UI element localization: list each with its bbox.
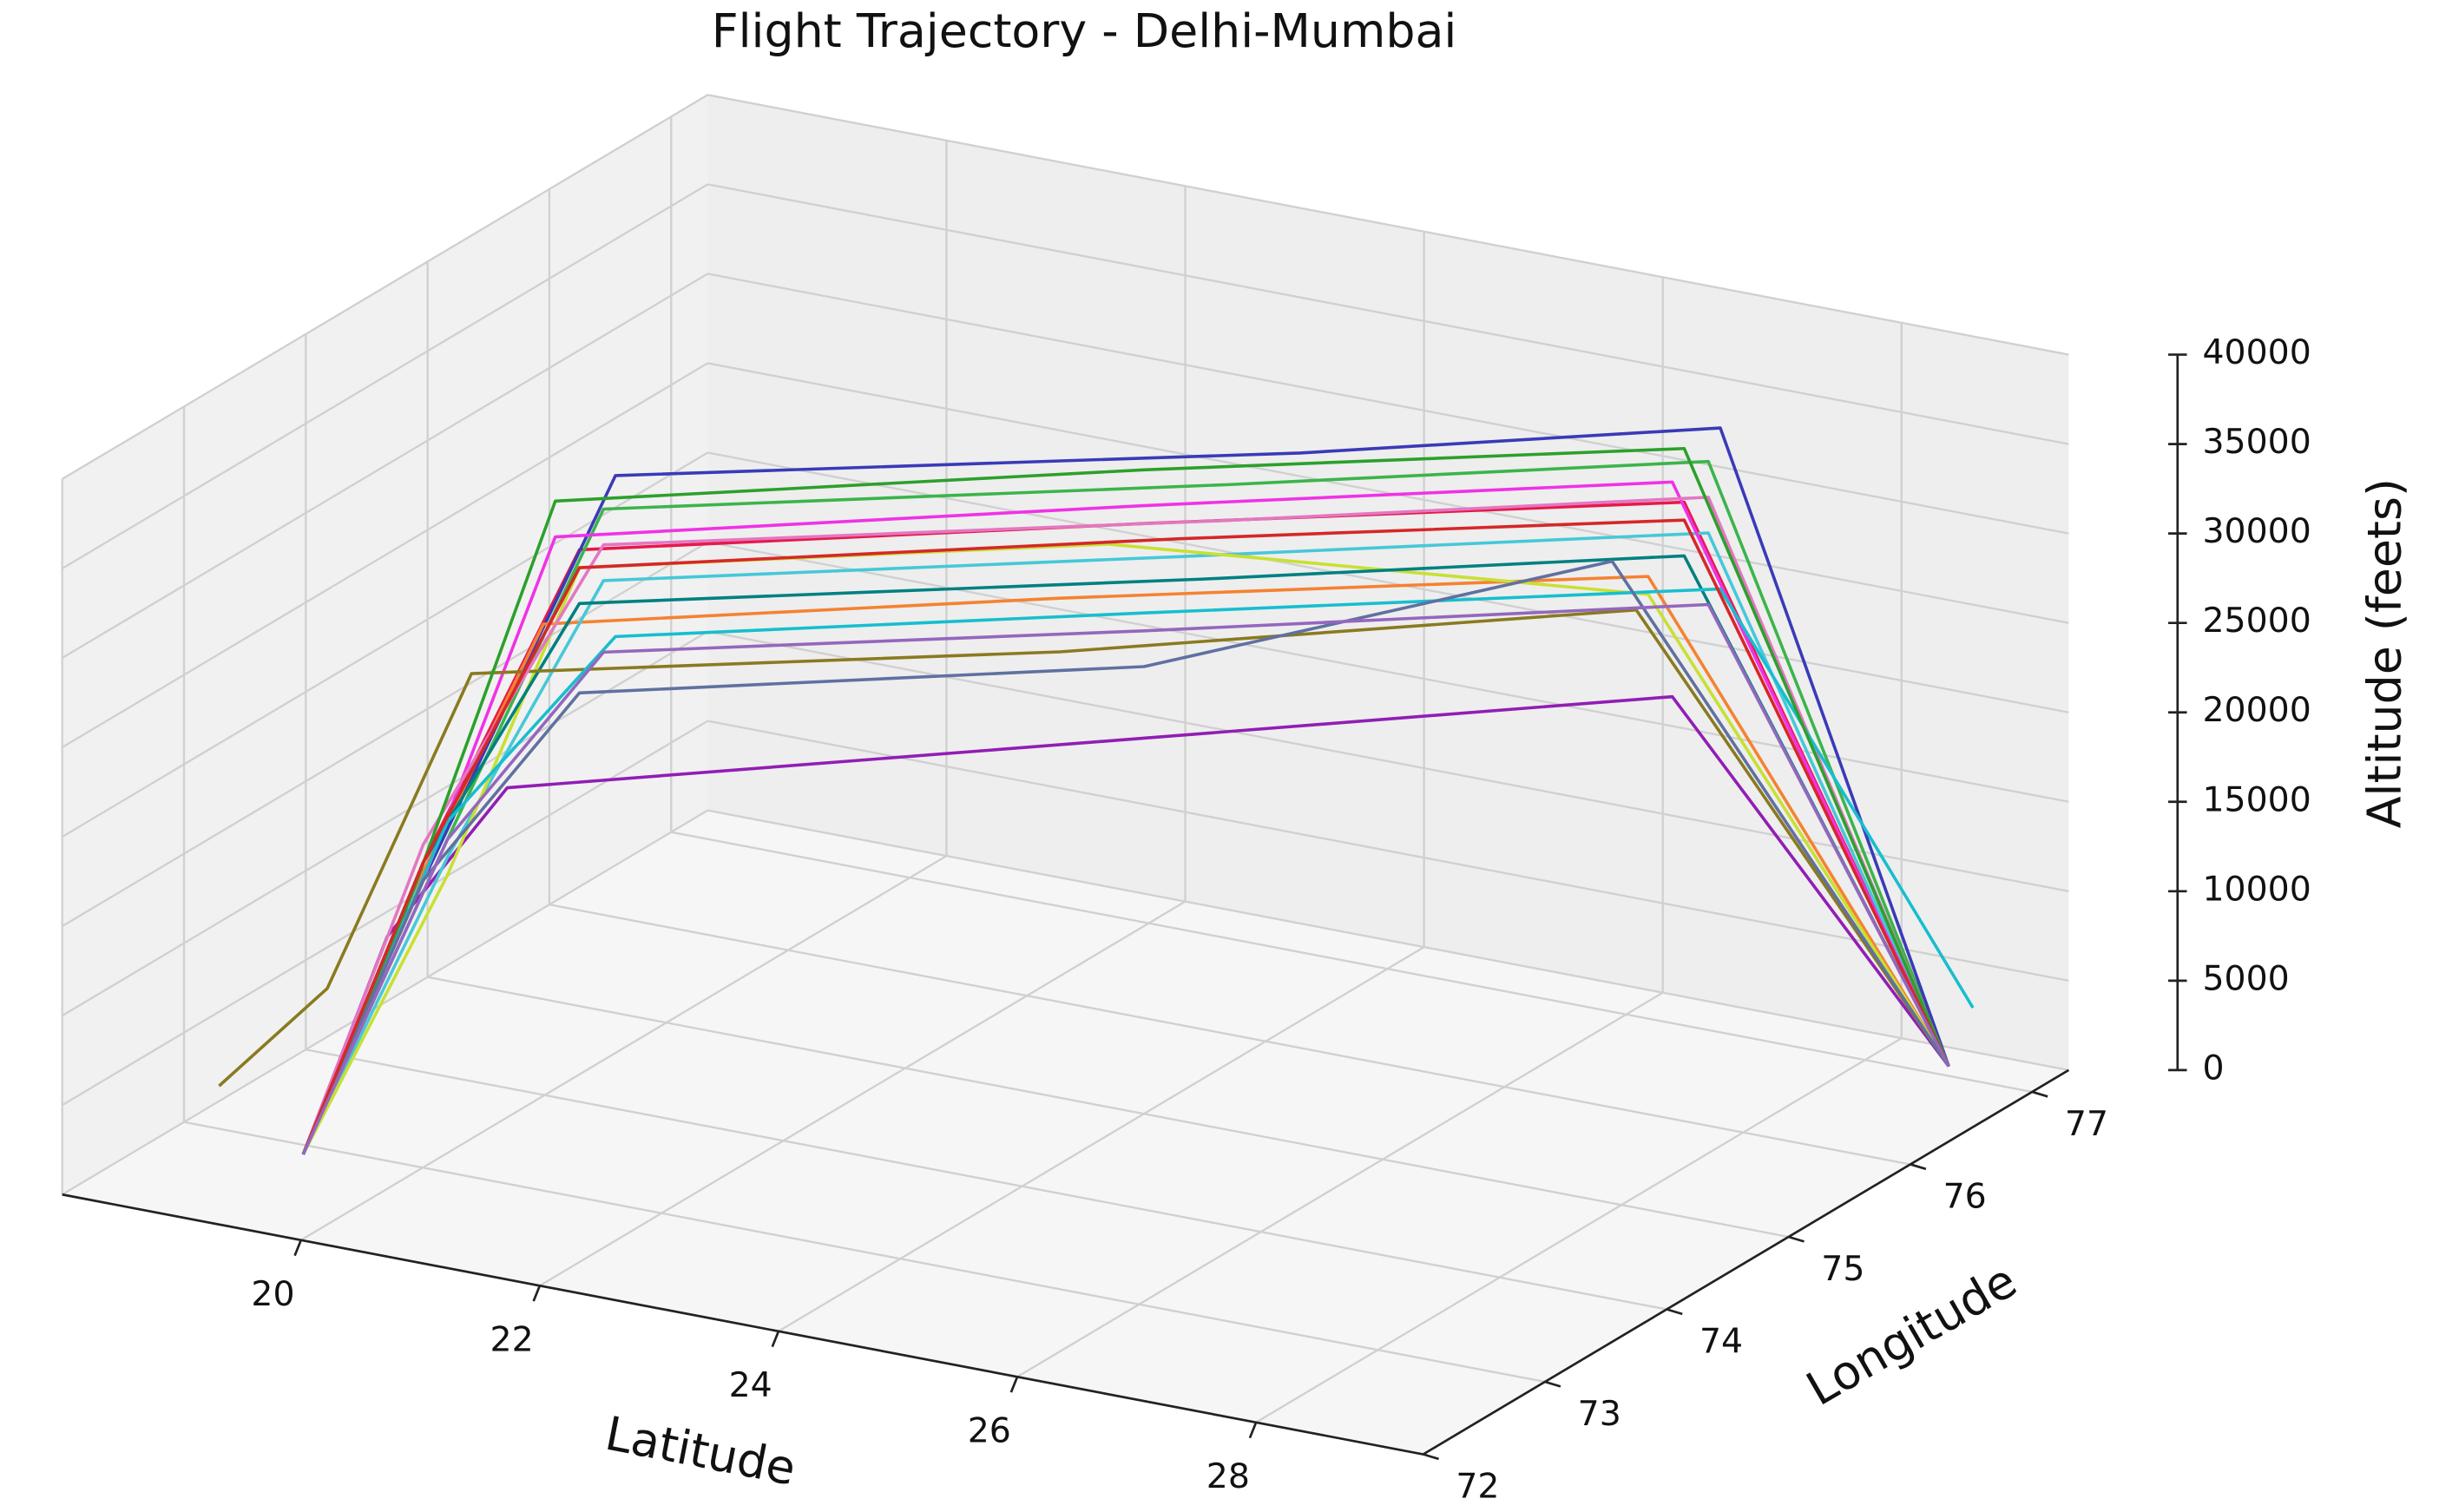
grid-line [707,94,2069,356]
chart-title: Flight Trajectory - Delhi-Mumbai [712,3,1457,58]
z-tick-label: 10000 [2202,869,2311,909]
z-tick-label: 5000 [2202,958,2289,998]
x-tick-label: 20 [251,1274,294,1314]
z-tick-label: 25000 [2202,601,2311,641]
y-axis [1422,1068,2070,1456]
trajectory [301,602,1950,1155]
x-axis-label: Latitude [602,1406,800,1496]
x-tick [532,1285,542,1302]
grid-line [549,904,1911,1166]
grid-line [1016,991,1664,1378]
grid-line [62,630,708,1017]
z-tick-label: 40000 [2202,332,2311,372]
y-tick [1544,1380,1561,1388]
x-tick [771,1331,780,1348]
grid-line [707,183,2069,445]
x-axis [62,1193,1423,1456]
x-tick-label: 22 [490,1319,534,1359]
y-tick-label: 73 [1578,1394,1621,1434]
z-tick-label: 15000 [2202,779,2311,819]
trajectory [301,587,1975,1155]
grid-line [62,362,708,749]
grid-line [539,900,1187,1287]
trajectory [301,559,1950,1155]
z-axis-label: Altitude (feets) [2357,478,2411,828]
grid-line [62,809,708,1196]
grid-line [300,855,948,1241]
x-tick [1248,1422,1258,1439]
x-tick-label: 28 [1206,1456,1250,1496]
y-tick [1423,1453,1439,1461]
floor-pane [62,810,2069,1455]
trajectory [301,518,1950,1155]
grid-line [778,946,1425,1332]
x-tick-label: 26 [968,1410,1011,1450]
trajectory [301,496,1950,1155]
z-tick-label: 20000 [2202,690,2311,730]
y-tick-label: 74 [1699,1321,1743,1361]
z-tick-label: 35000 [2202,422,2311,462]
grid-line [62,94,708,480]
y-tick [2031,1090,2048,1098]
y-tick-label: 76 [1943,1176,1987,1216]
grid-line [707,273,2069,535]
plot-area: Flight Trajectory - Delhi-Mumbai Latitud… [61,3,2411,1506]
y-tick-label: 75 [1821,1249,1864,1289]
grid-line [1255,1037,1903,1423]
grid-line [707,541,2069,803]
z-tick-label: 0 [2202,1048,2224,1088]
x-tick [293,1239,303,1257]
grid-line [62,273,708,660]
y-tick [1910,1163,1927,1171]
x-tick-label: 24 [729,1365,772,1405]
grid-line [671,831,2033,1094]
y-tick [1666,1308,1683,1316]
grid-line [62,720,708,1107]
grid-line [427,976,1789,1239]
grid-line [306,1049,1667,1311]
y-tick-label: 72 [1456,1466,1499,1506]
trajectory [301,531,1950,1155]
z-tick-label: 30000 [2202,511,2311,551]
grid-line [183,1121,1546,1384]
grid-line [707,720,2069,983]
grid-line [62,183,708,569]
grid-line [707,809,2069,1072]
trajectory [218,608,1950,1088]
grid-line [707,362,2069,624]
y-tick-label: 77 [2065,1104,2108,1144]
grid-line [62,541,708,928]
y-tick [1788,1235,1805,1243]
x-tick [1009,1376,1019,1393]
